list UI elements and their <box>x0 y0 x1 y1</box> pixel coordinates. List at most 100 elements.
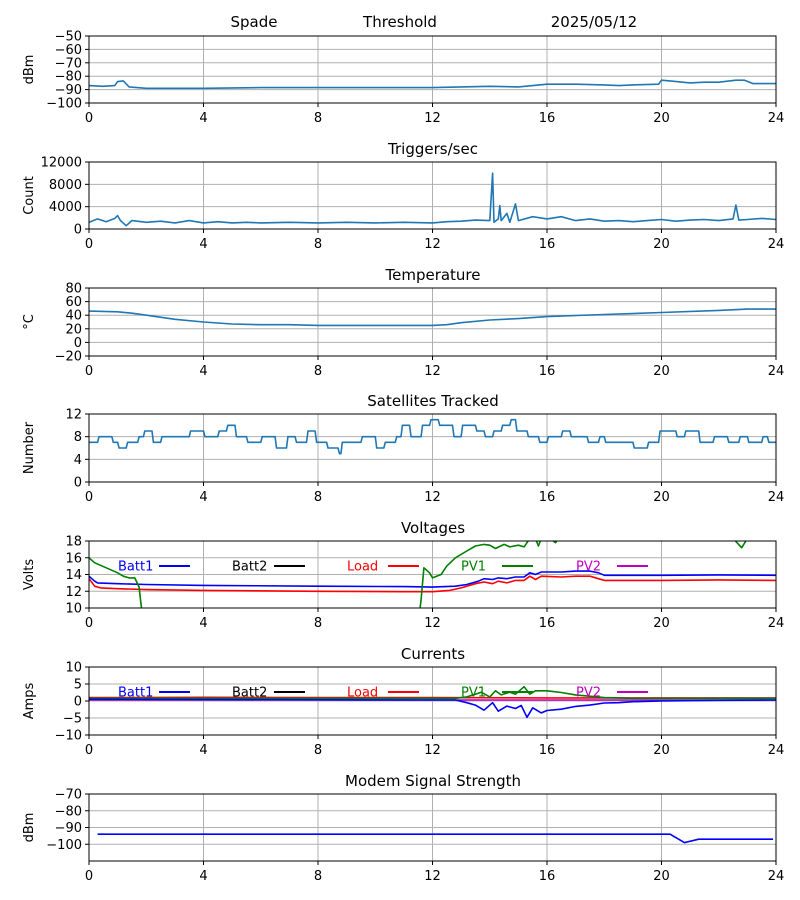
legend-label: Load <box>347 560 378 575</box>
x-tick-label: 16 <box>539 869 556 884</box>
x-tick-label: 8 <box>314 364 322 379</box>
legend-item-pv1: PV1 <box>461 686 533 701</box>
x-tick-label: 4 <box>199 364 207 379</box>
series-line <box>89 418 776 455</box>
y-tick-label: 8000 <box>49 178 82 193</box>
x-tick-label: 12 <box>424 490 441 505</box>
y-tick-label: 4000 <box>49 200 82 215</box>
y-tick-label: −80 <box>55 70 82 85</box>
x-tick-label: 20 <box>653 743 670 758</box>
x-tick-label: 8 <box>314 111 322 126</box>
y-tick-label: 20 <box>65 322 82 337</box>
y-axis-label: Volts <box>22 559 37 591</box>
x-tick-label: 16 <box>539 237 556 252</box>
legend-label: PV1 <box>461 560 486 575</box>
legend-item-batt2: Batt2 <box>232 686 305 701</box>
x-tick-label: 24 <box>768 743 785 758</box>
x-tick-label: 16 <box>539 364 556 379</box>
x-tick-label: 24 <box>768 364 785 379</box>
y-tick-label: 60 <box>65 295 82 310</box>
y-axis-label: Amps <box>22 682 37 719</box>
chart-title: Modem Signal Strength <box>345 772 521 790</box>
x-tick-label: 24 <box>768 111 785 126</box>
y-axis-label: dBm <box>22 55 37 85</box>
legend-label: Batt1 <box>118 560 153 575</box>
series-load <box>89 575 776 593</box>
panel-satellites: 0 4 8 12 16 20 24 0 4 8 12 Satellites Tracked Number <box>22 392 784 505</box>
chart-title: Temperature <box>384 266 480 284</box>
x-tick-label: 12 <box>424 616 441 631</box>
x-tick-label: 0 <box>85 616 93 631</box>
legend-item-batt1: Batt1 <box>118 560 190 575</box>
x-tick-label: 0 <box>85 111 93 126</box>
y-tick-label: −90 <box>55 83 82 98</box>
x-tick-label: 0 <box>85 364 93 379</box>
y-axis-label: °C <box>22 314 37 330</box>
y-tick-label: 10 <box>65 602 82 617</box>
x-tick-label: 4 <box>199 869 207 884</box>
x-tick-label: 20 <box>653 869 670 884</box>
legend-label: Batt2 <box>232 560 267 575</box>
x-tick-label: 16 <box>539 111 556 126</box>
x-tick-label: 0 <box>85 743 93 758</box>
y-tick-label: −20 <box>55 350 82 365</box>
x-tick-label: 12 <box>424 364 441 379</box>
series-pv1 <box>89 541 747 608</box>
series-pv1 <box>89 685 776 700</box>
y-axis-label: Number <box>22 421 37 474</box>
y-tick-label: −70 <box>55 56 82 71</box>
y-tick-label: −80 <box>55 804 82 819</box>
x-tick-label: 24 <box>768 869 785 884</box>
y-tick-label: 12000 <box>41 156 82 171</box>
x-tick-label: 24 <box>768 616 785 631</box>
x-tick-label: 12 <box>424 237 441 252</box>
y-tick-label: 12 <box>65 585 82 600</box>
x-tick-label: 8 <box>314 616 322 631</box>
x-tick-label: 8 <box>314 237 322 252</box>
header-station: Spade <box>231 13 278 31</box>
y-tick-label: 0 <box>74 223 82 238</box>
x-tick-label: 20 <box>653 616 670 631</box>
y-tick-label: 80 <box>65 282 82 297</box>
x-tick-label: 4 <box>199 490 207 505</box>
y-tick-label: −100 <box>46 97 82 112</box>
y-tick-label: 5 <box>74 678 82 693</box>
x-tick-label: 4 <box>199 111 207 126</box>
y-tick-label: −10 <box>55 729 82 744</box>
series-batt1 <box>89 570 776 588</box>
panel-currents: 0 4 8 12 16 20 24 −10 −5 0 5 10 Currents Amps Batt1 Bat… <box>22 645 784 758</box>
legend-item-pv2: PV2 <box>576 560 648 575</box>
x-tick-label: 16 <box>539 490 556 505</box>
y-tick-label: −100 <box>46 838 82 853</box>
legend-label: PV2 <box>576 560 601 575</box>
y-tick-label: 16 <box>65 551 82 566</box>
x-tick-label: 0 <box>85 490 93 505</box>
y-tick-label: 40 <box>65 309 82 324</box>
x-tick-label: 0 <box>85 869 93 884</box>
panel-rssi: 0 4 8 12 16 20 24 −100−90−80−70−60−50 dBm <box>22 30 784 127</box>
chart-title: Satellites Tracked <box>367 392 498 410</box>
y-tick-label: −5 <box>63 712 82 727</box>
chart-title: Triggers/sec <box>387 140 478 158</box>
legend-label: PV1 <box>461 686 486 701</box>
x-tick-label: 24 <box>768 490 785 505</box>
chart-title: Currents <box>401 645 465 663</box>
x-tick-label: 20 <box>653 364 670 379</box>
x-tick-label: 16 <box>539 616 556 631</box>
y-tick-label: −50 <box>55 30 82 45</box>
y-axis-label: Count <box>22 176 37 215</box>
y-tick-label: 8 <box>74 430 82 445</box>
legend-item-pv1: PV1 <box>461 560 533 575</box>
x-tick-label: 12 <box>424 111 441 126</box>
x-tick-label: 20 <box>653 237 670 252</box>
legend-label: Load <box>347 686 378 701</box>
y-tick-label: 0 <box>74 336 82 351</box>
x-tick-label: 12 <box>424 869 441 884</box>
x-tick-label: 4 <box>199 616 207 631</box>
x-tick-label: 8 <box>314 743 322 758</box>
legend-item-batt2: Batt2 <box>232 560 305 575</box>
series-batt1 <box>89 698 776 719</box>
header-date: 2025/05/12 <box>551 13 637 31</box>
